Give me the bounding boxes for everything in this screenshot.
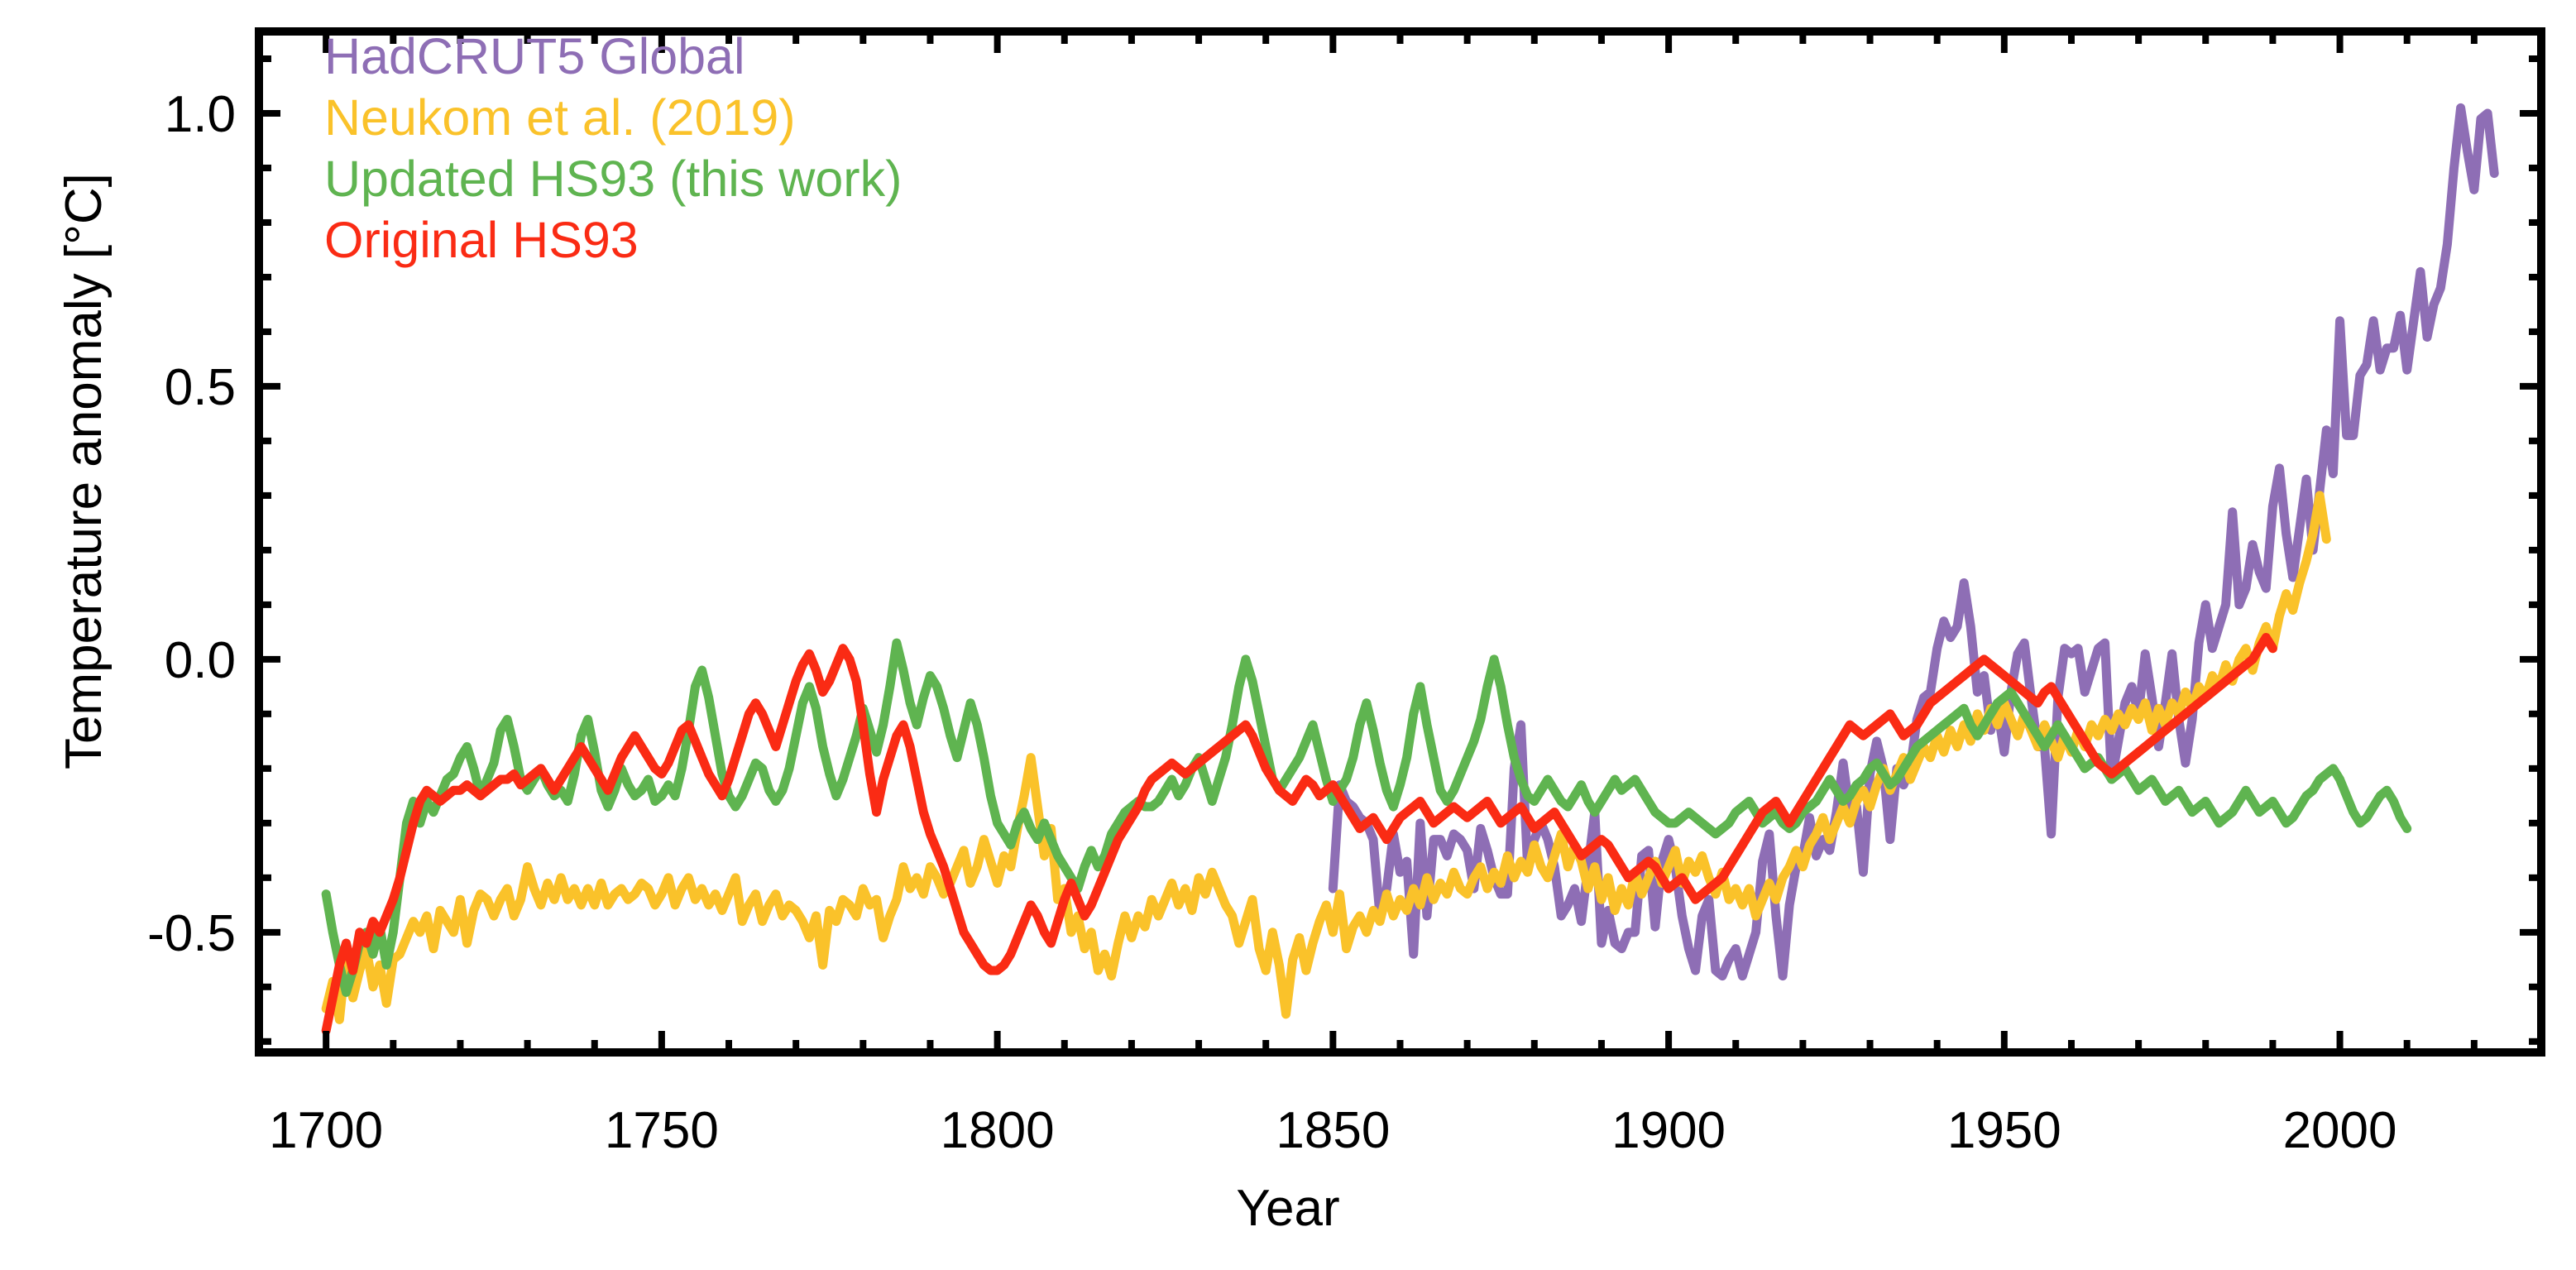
x-axis-tick-label: 1950 <box>1947 1102 2061 1159</box>
chart-legend: HadCRUT5 Global Neukom et al. (2019) Upd… <box>324 31 1152 276</box>
y-axis-tick-label: 0.0 <box>165 632 236 689</box>
legend-item-hadcrut5: HadCRUT5 Global <box>324 28 745 84</box>
legend-item-original-hs93: Original HS93 <box>324 212 639 268</box>
x-axis-tick-label: 1800 <box>941 1102 1055 1159</box>
axis-layer <box>255 27 2545 1057</box>
series-layer <box>321 103 2499 1036</box>
series-line-hadcrut5-global <box>1328 103 2499 981</box>
y-axis-tick-label: -0.5 <box>147 905 236 962</box>
legend-item-updated-hs93: Updated HS93 (this work) <box>324 151 903 207</box>
y-axis-tick-label: 0.5 <box>165 359 236 416</box>
tick-label-layer: 1700 1750 1800 1850 1900 1950 2000 1.0 0.5 0.0 -0.… <box>147 86 2396 1159</box>
series-line-original-hs93 <box>321 632 2277 1036</box>
x-axis-tick-label: 2000 <box>2283 1102 2397 1159</box>
x-axis-title: Year <box>1236 1180 1340 1237</box>
x-axis-tick-label: 1750 <box>605 1102 719 1159</box>
series-line-updated-hs93-this-work <box>321 638 2412 997</box>
y-axis-tick-label: 1.0 <box>165 86 236 143</box>
x-axis-tick-label: 1850 <box>1276 1102 1390 1159</box>
y-axis-title: Temperature anomaly [°C] <box>55 173 113 769</box>
x-axis-tick-label: 1900 <box>1611 1102 1726 1159</box>
x-axis-tick-label: 1700 <box>269 1102 383 1159</box>
legend-item-neukom: Neukom et al. (2019) <box>324 89 796 146</box>
